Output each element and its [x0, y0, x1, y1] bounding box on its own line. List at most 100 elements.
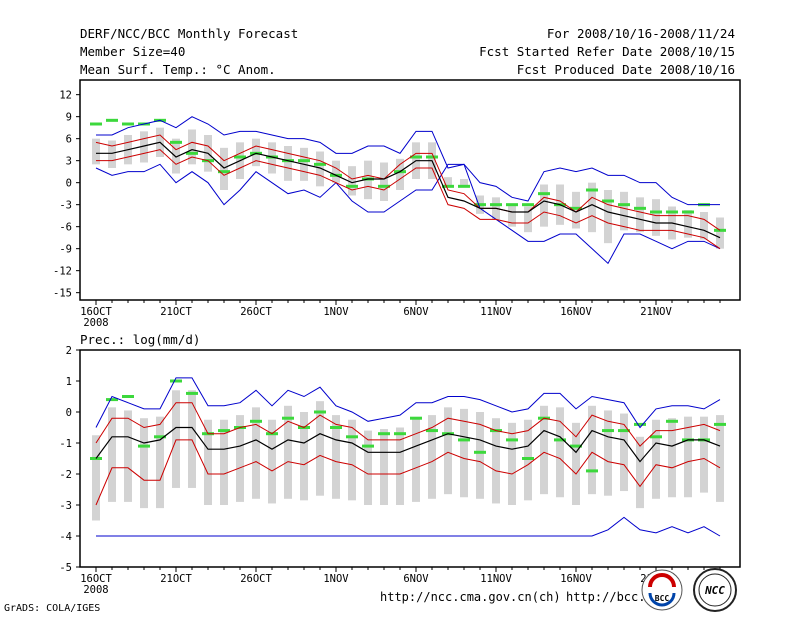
prec-control-marker — [218, 429, 230, 433]
prec-spread-box — [92, 435, 100, 521]
prec-control-marker — [650, 435, 662, 439]
temp-spread-box — [316, 151, 324, 187]
prec-control-marker — [378, 432, 390, 436]
prec-control-marker — [394, 432, 406, 436]
prec-y-tick-label: -5 — [59, 562, 72, 574]
prec-spread-box — [636, 436, 644, 509]
temp-spread-box — [332, 160, 340, 183]
prec-spread-box — [604, 410, 612, 496]
prec-x-tick-label: 16OCT — [80, 573, 112, 585]
prec-x-tick-label: 21OCT — [160, 573, 192, 585]
prec-spread-box — [716, 415, 724, 502]
temp-x-tick-label: 21NOV — [640, 306, 672, 318]
prec-x-year-label: 2008 — [83, 584, 108, 596]
prec-spread-box — [380, 429, 388, 505]
temp-control-marker — [522, 203, 534, 207]
prec-spread-box — [492, 418, 500, 504]
temp-p25-line — [96, 149, 721, 250]
temp-spread-box — [620, 191, 628, 231]
ncc-logo — [693, 568, 737, 612]
prec-spread-box — [124, 410, 132, 502]
prec-plot-frame — [79, 349, 741, 568]
temp-x-year-label: 2008 — [83, 317, 108, 329]
temp-spread-box — [396, 158, 404, 190]
prec-spread-box — [412, 418, 420, 502]
prec-control-marker — [138, 444, 150, 448]
prec-y-tick-label: -2 — [59, 469, 72, 481]
temp-spread-box — [348, 166, 356, 196]
temp-p75-line — [95, 134, 721, 231]
ncc-logo-text: NCC — [704, 584, 725, 597]
bcc-logo-text: BCC — [655, 594, 670, 603]
temp-spread-box — [684, 210, 692, 238]
temp-spread-box — [524, 206, 532, 233]
member-size: Member Size=40 — [80, 44, 186, 59]
temp-control-marker — [650, 210, 662, 214]
prec-control-marker — [106, 398, 118, 402]
prec-x-tick-label: 11NOV — [480, 573, 512, 585]
temp-control-marker — [122, 122, 134, 126]
started-date: Fcst Started Refer Date 2008/10/15 — [479, 44, 735, 59]
prec-control-marker — [170, 379, 182, 383]
temp-mean-line — [96, 141, 721, 239]
temp-control-marker — [618, 203, 630, 207]
prec-spread-box — [300, 412, 308, 501]
temp-control-marker — [410, 155, 422, 159]
prec-control-marker — [186, 391, 198, 395]
temp-x-tick-label: 6NOV — [403, 306, 429, 318]
temp-control-marker — [298, 159, 310, 163]
prec-spread-box — [108, 407, 116, 502]
prec-control-marker — [282, 416, 294, 420]
prec-control-marker — [346, 435, 358, 439]
prec-spread-box — [236, 415, 244, 502]
temp-control-marker — [490, 203, 502, 207]
temp-control-marker — [634, 206, 646, 210]
temp-control-marker — [234, 155, 246, 159]
prec-control-marker — [554, 438, 566, 442]
temp-spread-box — [108, 140, 116, 168]
prec-control-marker — [602, 429, 614, 433]
bcc-url[interactable]: http://bcc. — [566, 590, 646, 604]
prec-spread-box — [524, 419, 532, 501]
ncc-url[interactable]: http://ncc.cma.gov.cn(ch) — [380, 590, 561, 604]
temp-control-marker — [602, 199, 614, 203]
prec-control-marker — [634, 422, 646, 426]
temp-spread-box — [540, 184, 548, 227]
temp-control-marker — [186, 151, 198, 155]
prec-control-marker — [314, 410, 326, 414]
prec-control-marker — [250, 419, 262, 423]
prec-min-line — [96, 516, 721, 537]
temp-y-tick-label: 9 — [66, 112, 72, 124]
temp-control-marker — [458, 184, 470, 188]
temp-spread-box — [460, 179, 468, 187]
prec-spread-box — [476, 412, 484, 499]
temp-spread-box — [92, 138, 100, 165]
temp-control-marker — [538, 192, 550, 196]
prec-control-marker — [154, 435, 166, 439]
temp-control-marker — [90, 122, 102, 126]
temp-min-line — [96, 116, 720, 206]
temp-x-tick-label: 21OCT — [160, 306, 192, 318]
prec-spread-box — [284, 405, 292, 499]
prec-control-marker — [330, 426, 342, 429]
temp-spread-box — [284, 146, 292, 181]
temp-y-tick-label: 6 — [66, 134, 72, 146]
prec-spread-box — [428, 415, 436, 499]
temp-spread-box — [588, 182, 596, 233]
temp-control-marker — [378, 184, 390, 188]
forecast-period: For 2008/10/16-2008/11/24 — [546, 26, 735, 41]
prec-panel-title: Prec.: log(mm/d) — [80, 332, 200, 347]
temp-max-line — [95, 163, 721, 265]
temp-control-marker — [426, 155, 438, 159]
prec-control-marker — [666, 419, 678, 423]
prec-control-marker — [586, 469, 598, 473]
prec-control-marker — [410, 416, 422, 420]
temp-y-tick-label: -12 — [53, 266, 72, 278]
prec-control-marker — [714, 422, 726, 426]
prec-control-marker — [474, 450, 486, 454]
temp-x-tick-label: 1NOV — [323, 306, 349, 318]
variable-label: Mean Surf. Temp.: °C Anom. — [80, 62, 276, 77]
prec-spread-box — [396, 427, 404, 505]
prec-control-marker — [458, 438, 470, 442]
